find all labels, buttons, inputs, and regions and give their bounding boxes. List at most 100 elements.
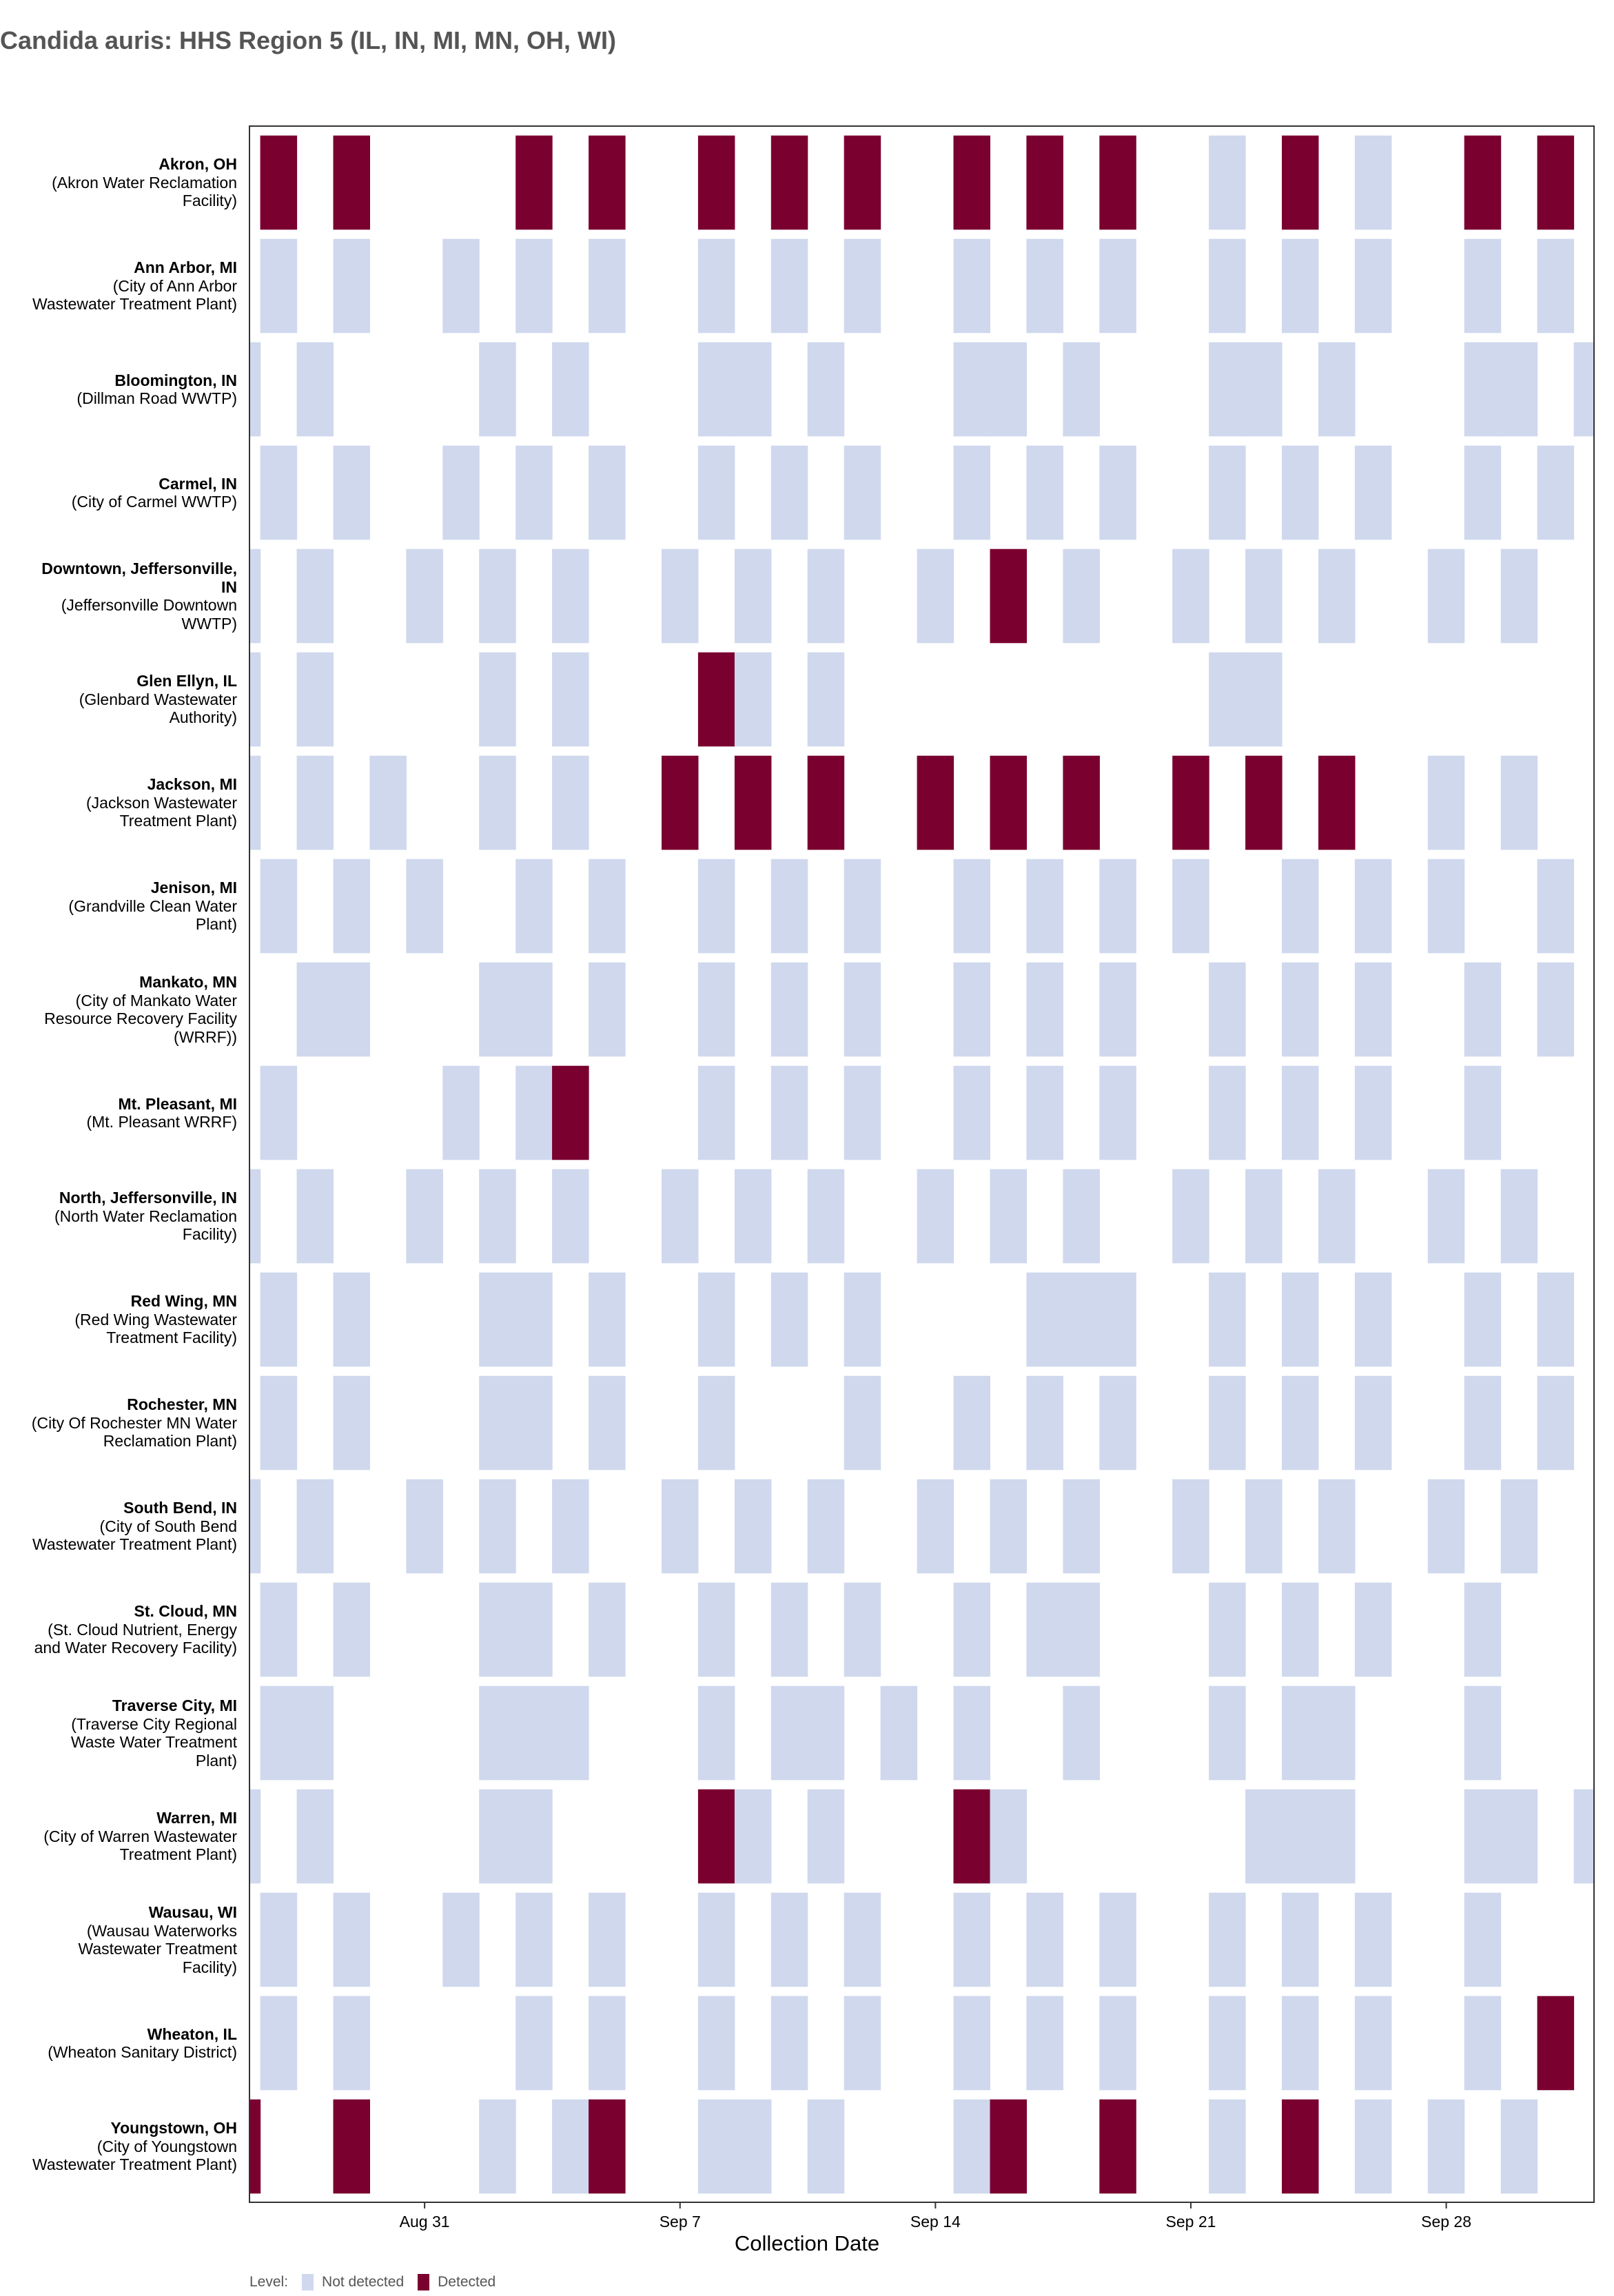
tile-not-detected — [953, 238, 991, 334]
site-label: Youngstown, OH (City of Youngstown Wastew… — [30, 2119, 237, 2174]
tile-not-detected — [1427, 2099, 1465, 2194]
tile-not-detected — [296, 962, 334, 1057]
tile-not-detected — [1099, 1996, 1136, 2091]
tile-not-detected — [953, 1996, 991, 2091]
site-name: Red Wing, MN — [130, 1292, 237, 1310]
tile-not-detected — [249, 1169, 261, 1264]
tile-not-detected — [479, 1375, 516, 1470]
tile-not-detected — [953, 962, 991, 1057]
tile-detected — [990, 755, 1028, 850]
tile-not-detected — [552, 549, 589, 644]
tile-detected — [333, 2099, 370, 2194]
tile-detected — [917, 755, 954, 850]
tile-not-detected — [1026, 1272, 1063, 1367]
tile-not-detected — [1026, 238, 1063, 334]
tile-not-detected — [953, 1685, 991, 1781]
x-tick-label: Sep 14 — [910, 2213, 961, 2231]
site-label: Bloomington, IN (Dillman Road WWTP) — [30, 371, 237, 408]
tile-not-detected — [1209, 1996, 1246, 2091]
site-plant: (Dillman Road WWTP) — [76, 389, 237, 407]
tile-not-detected — [1573, 342, 1594, 437]
tile-not-detected — [333, 1375, 370, 1470]
tile-not-detected — [1500, 1479, 1538, 1574]
tile-not-detected — [515, 1272, 553, 1367]
legend-swatch-detected — [418, 2274, 430, 2290]
tile-not-detected — [1354, 2099, 1392, 2194]
tile-not-detected — [953, 1582, 991, 1677]
tile-not-detected — [1573, 1789, 1594, 1884]
tile-not-detected — [1209, 1892, 1246, 1987]
tile-not-detected — [1245, 1789, 1283, 1884]
tile-not-detected — [1354, 1272, 1392, 1367]
tile-not-detected — [953, 1892, 991, 1987]
tile-detected — [1282, 2099, 1319, 2194]
site-label: Carmel, IN (City of Carmel WWTP) — [30, 475, 237, 511]
site-name: Wheaton, IL — [147, 2025, 237, 2043]
tile-not-detected — [333, 1892, 370, 1987]
tile-not-detected — [406, 549, 443, 644]
tile-not-detected — [697, 1065, 735, 1160]
tile-not-detected — [1464, 238, 1502, 334]
site-plant: (City Of Rochester MN Water Reclamation … — [31, 1413, 237, 1451]
tile-not-detected — [333, 445, 370, 540]
site-name: Ann Arbor, MI — [134, 258, 237, 276]
site-plant: (Wheaton Sanitary District) — [48, 2043, 237, 2061]
tile-not-detected — [260, 1996, 298, 2091]
legend-label-not-detected: Not detected — [322, 2274, 405, 2290]
site-label: Glen Ellyn, IL (Glenbard Wastewater Autho… — [30, 672, 237, 727]
tile-not-detected — [1282, 1375, 1319, 1470]
tile-not-detected — [844, 1582, 881, 1677]
site-plant: (Jeffersonville Downtown WWTP) — [61, 596, 237, 633]
tile-not-detected — [1464, 1789, 1502, 1884]
tile-not-detected — [697, 1892, 735, 1987]
tile-not-detected — [515, 445, 553, 540]
tile-not-detected — [479, 652, 516, 747]
tile-not-detected — [697, 1996, 735, 2091]
tile-not-detected — [589, 1996, 626, 2091]
tile-not-detected — [589, 1892, 626, 1987]
tile-not-detected — [770, 1892, 808, 1987]
tile-not-detected — [1464, 1996, 1502, 2091]
site-label: Mankato, MN (City of Mankato Water Resour… — [30, 973, 237, 1046]
site-plant: (City of Warren Wastewater Treatment Pla… — [43, 1827, 237, 1864]
site-label: Wausau, WI (Wausau Waterworks Wastewater … — [30, 1903, 237, 1976]
tile-not-detected — [442, 238, 480, 334]
tile-not-detected — [1282, 238, 1319, 334]
tile-not-detected — [1099, 445, 1136, 540]
tile-not-detected — [1464, 1065, 1502, 1160]
site-label: North, Jeffersonville, IN (North Water Re… — [30, 1189, 237, 1244]
tile-detected — [807, 755, 845, 850]
x-tick-label: Sep 21 — [1166, 2213, 1216, 2231]
tile-not-detected — [1282, 1272, 1319, 1367]
tile-detected — [697, 652, 735, 747]
tile-not-detected — [296, 1169, 334, 1264]
tile-not-detected — [1537, 1375, 1575, 1470]
tile-not-detected — [1464, 1685, 1502, 1781]
site-plant: (North Water Reclamation Facility) — [54, 1207, 237, 1244]
tile-not-detected — [770, 1065, 808, 1160]
tile-not-detected — [1063, 1479, 1100, 1574]
site-name: Glen Ellyn, IL — [136, 672, 237, 690]
tile-not-detected — [1282, 962, 1319, 1057]
tile-not-detected — [589, 445, 626, 540]
tile-not-detected — [1500, 755, 1538, 850]
tile-not-detected — [515, 1065, 553, 1160]
tile-not-detected — [296, 342, 334, 437]
tile-detected — [515, 135, 553, 230]
site-label: South Bend, IN (City of South Bend Wastew… — [30, 1499, 237, 1554]
tile-not-detected — [1172, 1169, 1209, 1264]
tile-not-detected — [1537, 859, 1575, 954]
tile-not-detected — [807, 652, 845, 747]
tile-not-detected — [734, 1789, 772, 1884]
tile-not-detected — [296, 755, 334, 850]
tile-not-detected — [1427, 859, 1465, 954]
tile-not-detected — [552, 652, 589, 747]
tile-detected — [1172, 755, 1209, 850]
legend-title: Level: — [249, 2274, 289, 2290]
tile-not-detected — [770, 962, 808, 1057]
tile-detected — [1282, 135, 1319, 230]
tile-not-detected — [917, 549, 954, 644]
tile-not-detected — [552, 2099, 589, 2194]
tile-not-detected — [770, 1582, 808, 1677]
